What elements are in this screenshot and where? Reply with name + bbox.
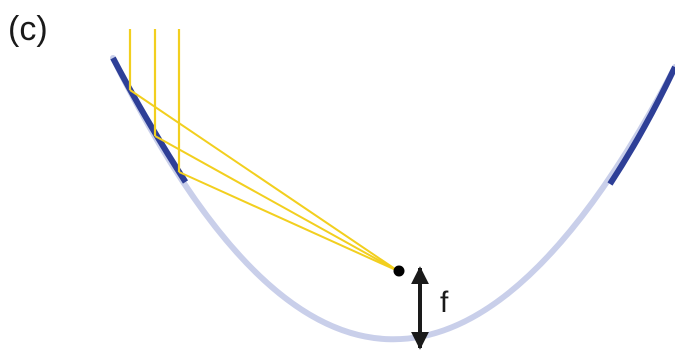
reflected-ray [178,171,399,272]
incoming-rays [128,29,181,172]
panel-label: (c) [8,10,48,48]
reflected-ray [129,89,399,272]
reflected-rays [129,89,399,272]
focal-point [393,265,405,277]
mirror-segment-right [607,65,675,186]
focal-length-label: f [440,286,449,319]
mirror-segment-left [110,56,189,184]
parabolic-mirror-curve [110,55,675,343]
reflected-ray [154,135,399,272]
